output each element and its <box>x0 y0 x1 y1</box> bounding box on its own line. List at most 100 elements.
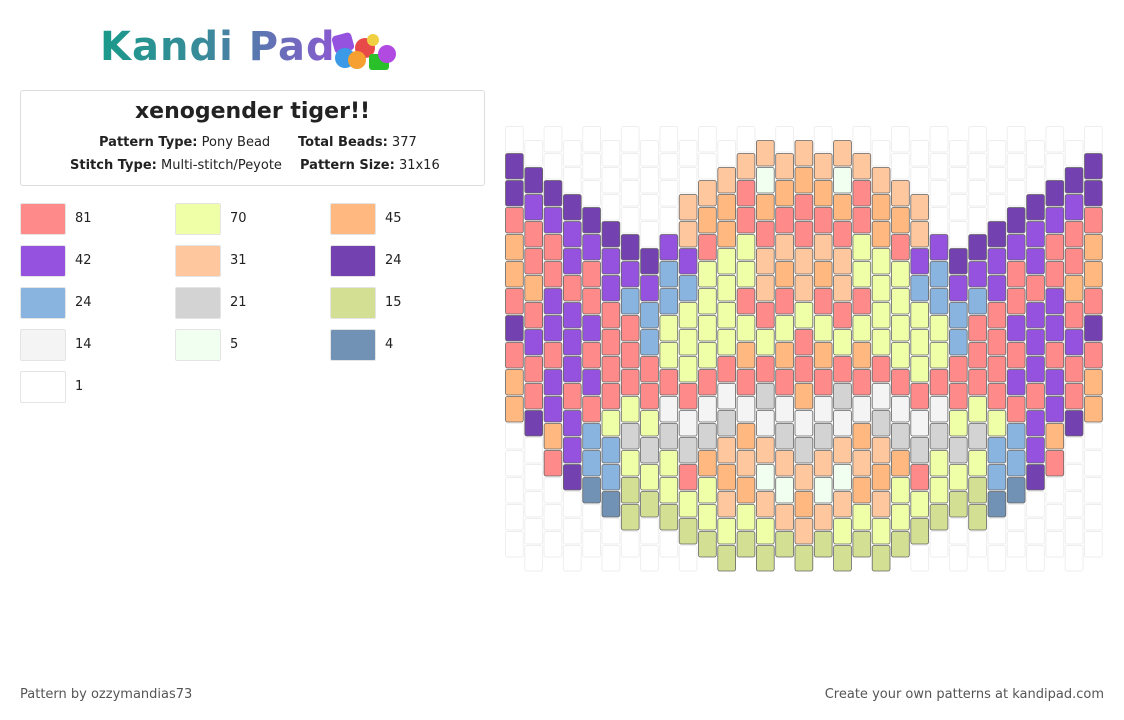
bead <box>736 369 756 396</box>
bead <box>562 491 582 518</box>
bead <box>987 437 1007 464</box>
bead <box>736 531 756 558</box>
bead <box>1064 518 1084 545</box>
bead <box>1026 221 1045 248</box>
bead <box>871 248 891 275</box>
bead <box>813 369 833 396</box>
count: 14 <box>75 337 92 352</box>
bead <box>505 261 524 288</box>
bead <box>736 126 756 153</box>
bead <box>968 288 987 315</box>
bead <box>1026 464 1045 491</box>
bead <box>1064 275 1084 302</box>
bead <box>794 410 814 437</box>
bead <box>871 383 891 410</box>
bead <box>1006 477 1026 504</box>
bead <box>717 464 736 491</box>
bead <box>678 410 698 437</box>
count: 42 <box>75 253 92 268</box>
promo-link[interactable]: Create your own patterns at kandipad.com <box>824 687 1104 702</box>
logo[interactable]: Kandi Pad <box>100 24 336 70</box>
bead <box>891 477 910 504</box>
bead <box>698 423 717 450</box>
bead <box>987 221 1007 248</box>
bead <box>1026 302 1045 329</box>
info: Pattern Type: Pony Bead <box>99 135 270 150</box>
bead <box>968 531 988 558</box>
bead <box>505 126 524 153</box>
bead <box>620 369 640 396</box>
bead <box>775 531 794 558</box>
bead <box>1006 369 1026 396</box>
bead <box>1045 477 1065 504</box>
bead <box>852 450 872 477</box>
bead <box>698 531 717 558</box>
bead <box>1026 545 1045 572</box>
bead <box>601 383 621 410</box>
bead <box>736 180 756 207</box>
bead <box>717 518 736 545</box>
count: 45 <box>385 211 402 226</box>
bead <box>756 518 775 545</box>
bead <box>968 234 987 261</box>
bead <box>852 261 872 288</box>
bead <box>775 153 794 180</box>
bead <box>1045 261 1065 288</box>
bead <box>794 275 814 302</box>
swatch <box>20 287 66 319</box>
bead <box>929 396 949 423</box>
bead <box>910 437 929 464</box>
bead <box>775 369 794 396</box>
bead <box>833 356 852 383</box>
bead <box>620 531 640 558</box>
bead <box>813 234 833 261</box>
bead <box>929 423 949 450</box>
bead <box>775 396 794 423</box>
bead <box>524 545 544 572</box>
bead <box>891 504 910 531</box>
bead <box>620 396 640 423</box>
value: Pony Bead <box>201 135 271 150</box>
bead <box>620 504 640 531</box>
bead <box>717 329 736 356</box>
bead <box>813 153 833 180</box>
bead <box>698 288 717 315</box>
credit: Pattern by ozzymandias73 <box>20 687 193 702</box>
label: Pattern Type: <box>99 135 198 150</box>
bead <box>775 450 794 477</box>
bead <box>1026 140 1045 167</box>
bead <box>813 288 833 315</box>
bead <box>717 221 736 248</box>
bead <box>871 356 891 383</box>
bead <box>659 396 679 423</box>
bead <box>524 356 543 383</box>
bead <box>1006 288 1026 315</box>
bead <box>949 410 968 437</box>
bead <box>833 491 852 518</box>
bead <box>659 531 679 558</box>
bead <box>620 207 640 234</box>
bead <box>698 315 717 342</box>
bead <box>929 369 949 396</box>
bead <box>756 545 775 572</box>
bead <box>968 504 987 531</box>
bead <box>678 302 698 329</box>
bead <box>948 221 968 248</box>
bead <box>794 167 814 194</box>
bead <box>852 288 872 315</box>
bead <box>987 194 1007 221</box>
bead <box>505 207 524 234</box>
bead <box>813 423 833 450</box>
bead <box>1084 477 1103 504</box>
bead <box>562 167 582 194</box>
count: 21 <box>230 295 247 310</box>
bead <box>1026 491 1045 518</box>
bead <box>756 410 775 437</box>
bead <box>524 464 544 491</box>
bead <box>640 167 659 194</box>
bead <box>582 477 601 504</box>
swatch <box>330 287 376 319</box>
bead <box>543 504 563 531</box>
bead <box>678 356 698 383</box>
